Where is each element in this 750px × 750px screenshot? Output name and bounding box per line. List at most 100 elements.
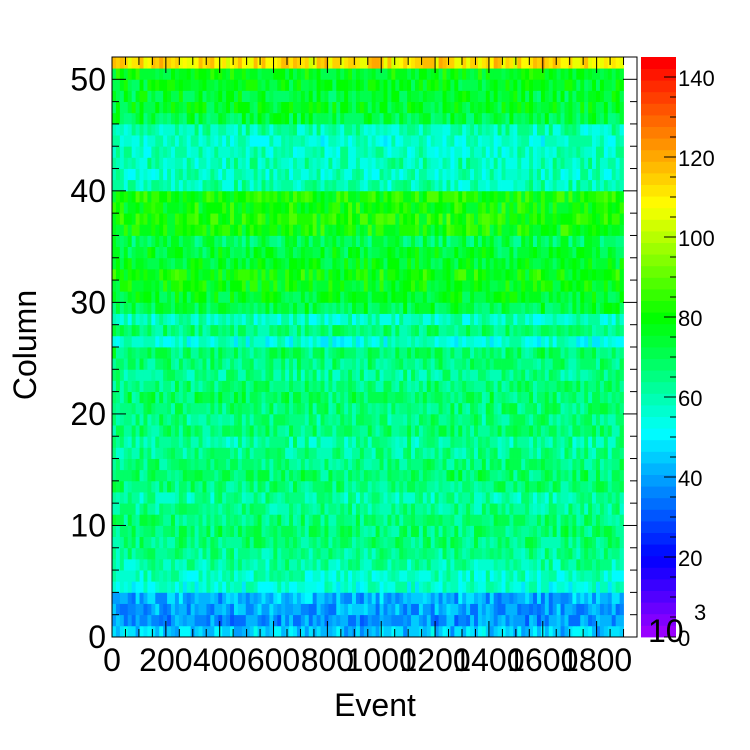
heatmap-cell	[584, 570, 589, 582]
heatmap-cell	[576, 547, 581, 560]
heatmap-cell	[556, 614, 561, 627]
heatmap-cell	[568, 436, 573, 448]
heatmap-cell	[367, 592, 373, 604]
heatmap-cell	[422, 246, 428, 259]
heatmap-cell	[277, 536, 282, 549]
heatmap-cell	[281, 413, 286, 426]
heatmap-cell	[513, 347, 518, 359]
heatmap-cell	[112, 425, 117, 437]
heatmap-cell	[572, 614, 577, 627]
heatmap-cell	[426, 413, 432, 426]
heatmap-cell	[391, 224, 396, 236]
heatmap-cell	[222, 614, 227, 627]
heatmap-cell	[233, 257, 239, 270]
heatmap-cell	[411, 347, 416, 359]
heatmap-cell	[316, 558, 321, 571]
heatmap-cell	[603, 469, 609, 482]
heatmap-cell	[434, 581, 439, 593]
heatmap-cell	[442, 503, 447, 515]
heatmap-cell	[540, 224, 546, 236]
heatmap-cell	[312, 302, 318, 314]
heatmap-cell	[462, 514, 467, 526]
heatmap-cell	[485, 291, 491, 303]
heatmap-cell	[304, 313, 310, 326]
heatmap-cell	[367, 536, 373, 549]
heatmap-cell	[198, 380, 203, 393]
heatmap-cell	[241, 302, 247, 314]
heatmap-cell	[186, 458, 192, 471]
heatmap-cell	[171, 324, 176, 337]
heatmap-cell	[312, 369, 318, 381]
heatmap-cell	[395, 547, 400, 560]
heatmap-cell	[544, 592, 550, 604]
heatmap-cell	[442, 447, 447, 459]
heatmap-cell	[501, 514, 506, 526]
heatmap-cell	[226, 402, 231, 415]
heatmap-cell	[143, 224, 148, 236]
heatmap-cell	[300, 202, 306, 214]
heatmap-cell	[230, 324, 235, 337]
heatmap-cell	[489, 425, 495, 437]
heatmap-cell	[308, 570, 314, 582]
heatmap-cell	[371, 592, 377, 604]
heatmap-cell	[300, 246, 306, 259]
heatmap-cell	[375, 436, 380, 448]
heatmap-cell	[395, 425, 400, 437]
heatmap-cell	[281, 581, 286, 593]
heatmap-cell	[481, 492, 487, 504]
heatmap-cell	[576, 581, 581, 593]
heatmap-cell	[603, 324, 609, 337]
heatmap-cell	[493, 469, 499, 482]
heatmap-cell	[375, 425, 380, 437]
heatmap-cell	[462, 570, 467, 582]
heatmap-cell	[603, 492, 609, 504]
heatmap-cell	[529, 558, 534, 571]
heatmap-cell	[438, 436, 443, 448]
heatmap-cell	[501, 369, 506, 381]
heatmap-cell	[304, 291, 310, 303]
heatmap-cell	[155, 536, 160, 549]
heatmap-cell	[352, 391, 357, 404]
heatmap-cell	[599, 547, 605, 560]
heatmap-cell	[470, 347, 475, 359]
heatmap-cell	[430, 570, 436, 582]
heatmap-cell	[580, 280, 585, 292]
heatmap-cell	[155, 547, 160, 560]
heatmap-cell	[588, 413, 593, 426]
heatmap-cell	[186, 603, 192, 616]
heatmap-cell	[485, 492, 491, 504]
heatmap-cell	[167, 436, 172, 448]
heatmap-cell	[352, 614, 357, 627]
heatmap-cell	[371, 492, 377, 504]
heatmap-cell	[403, 603, 408, 616]
heatmap-cell	[269, 558, 274, 571]
heatmap-cell	[584, 380, 589, 393]
heatmap-cell	[383, 335, 388, 348]
heatmap-cell	[194, 380, 199, 393]
heatmap-cell	[470, 369, 475, 381]
heatmap-cell	[115, 257, 121, 270]
heatmap-cell	[607, 413, 613, 426]
heatmap-cell	[513, 592, 518, 604]
heatmap-cell	[143, 347, 148, 359]
heatmap-cell	[462, 257, 467, 270]
heatmap-cell	[414, 447, 420, 459]
heatmap-cell	[399, 614, 404, 627]
heatmap-cell	[552, 536, 558, 549]
heatmap-cell	[619, 402, 624, 415]
heatmap-cell	[363, 224, 369, 236]
heatmap-cell	[466, 324, 471, 337]
heatmap-cell	[513, 324, 518, 337]
heatmap-cell	[265, 213, 270, 225]
heatmap-cell	[477, 558, 483, 571]
heatmap-cell	[178, 592, 184, 604]
heatmap-cell	[525, 380, 530, 393]
heatmap-cell	[340, 380, 345, 393]
heatmap-cell	[493, 458, 499, 471]
heatmap-cell	[226, 291, 231, 303]
heatmap-cell	[418, 514, 424, 526]
heatmap-cell	[241, 514, 247, 526]
heatmap-cell	[536, 625, 542, 638]
heatmap-cell	[214, 413, 219, 426]
heatmap-cell	[135, 358, 140, 370]
